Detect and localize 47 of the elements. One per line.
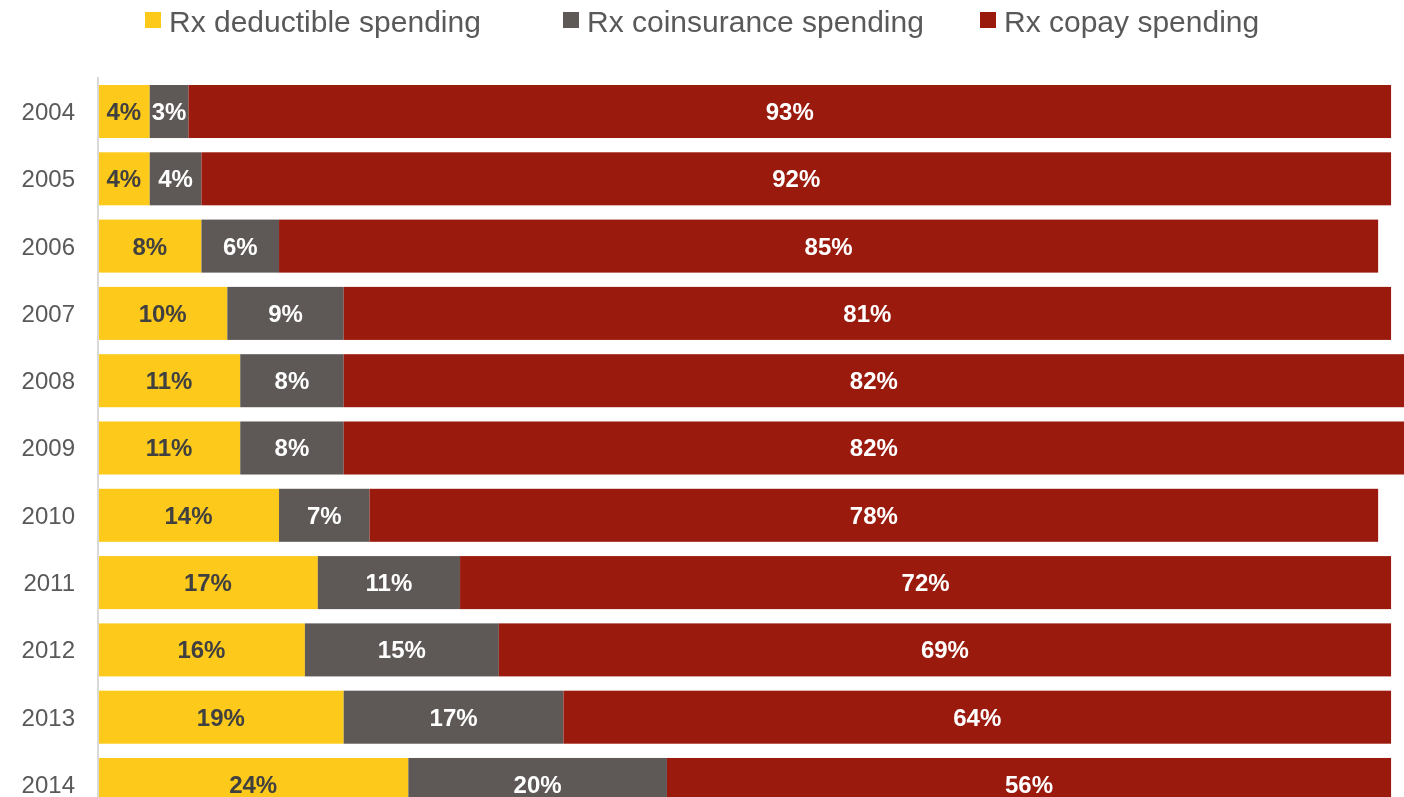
- y-tick-label: 2014: [21, 770, 75, 797]
- data-label: 17%: [183, 569, 232, 596]
- data-label: 24%: [229, 770, 278, 797]
- y-tick-label: 2009: [21, 434, 75, 462]
- data-label: 8%: [274, 367, 310, 395]
- y-tick-label: 2006: [21, 232, 75, 260]
- data-label: 8%: [274, 434, 310, 462]
- data-label: 7%: [306, 501, 342, 529]
- data-label: 93%: [765, 97, 814, 125]
- data-label: 4%: [106, 165, 142, 193]
- legend-label: Rx copay spending: [1004, 4, 1260, 38]
- data-label: 15%: [377, 636, 426, 664]
- y-tick-label: 2004: [21, 97, 75, 125]
- data-label: 10%: [138, 299, 187, 327]
- data-label: 85%: [804, 232, 853, 260]
- y-tick-label: 2008: [21, 367, 75, 395]
- data-label: 69%: [920, 636, 969, 664]
- data-label: 64%: [953, 703, 1002, 731]
- legend-label: Rx deductible spending: [169, 4, 481, 38]
- data-label: 4%: [106, 97, 142, 125]
- data-label: 4%: [158, 165, 193, 193]
- data-label: 19%: [196, 703, 245, 731]
- data-label: 17%: [429, 703, 478, 731]
- data-label: 20%: [513, 770, 562, 797]
- data-label: 3%: [151, 97, 187, 125]
- data-label: 16%: [177, 636, 226, 664]
- data-label: 6%: [222, 232, 258, 260]
- data-label: 11%: [365, 569, 413, 596]
- y-tick-label: 2005: [21, 165, 75, 193]
- y-tick-label: 2012: [21, 636, 75, 664]
- data-label: 14%: [164, 501, 213, 529]
- data-label: 72%: [901, 569, 950, 596]
- y-tick-label: 2010: [21, 501, 75, 529]
- data-label: 11%: [145, 434, 193, 462]
- y-tick-label: 2007: [21, 299, 75, 327]
- data-label: 9%: [268, 299, 303, 327]
- data-label: 92%: [772, 165, 821, 193]
- data-label: 82%: [849, 434, 898, 462]
- data-label: 11%: [145, 367, 193, 395]
- legend-label: Rx coinsurance spending: [587, 4, 924, 38]
- y-tick-label: 2013: [21, 703, 75, 731]
- y-tick-label: 2011: [23, 569, 75, 596]
- data-label: 78%: [849, 501, 898, 529]
- data-label: 82%: [849, 367, 898, 395]
- data-label: 56%: [1004, 770, 1054, 797]
- data-label: 81%: [843, 299, 892, 327]
- data-label: 8%: [132, 232, 168, 260]
